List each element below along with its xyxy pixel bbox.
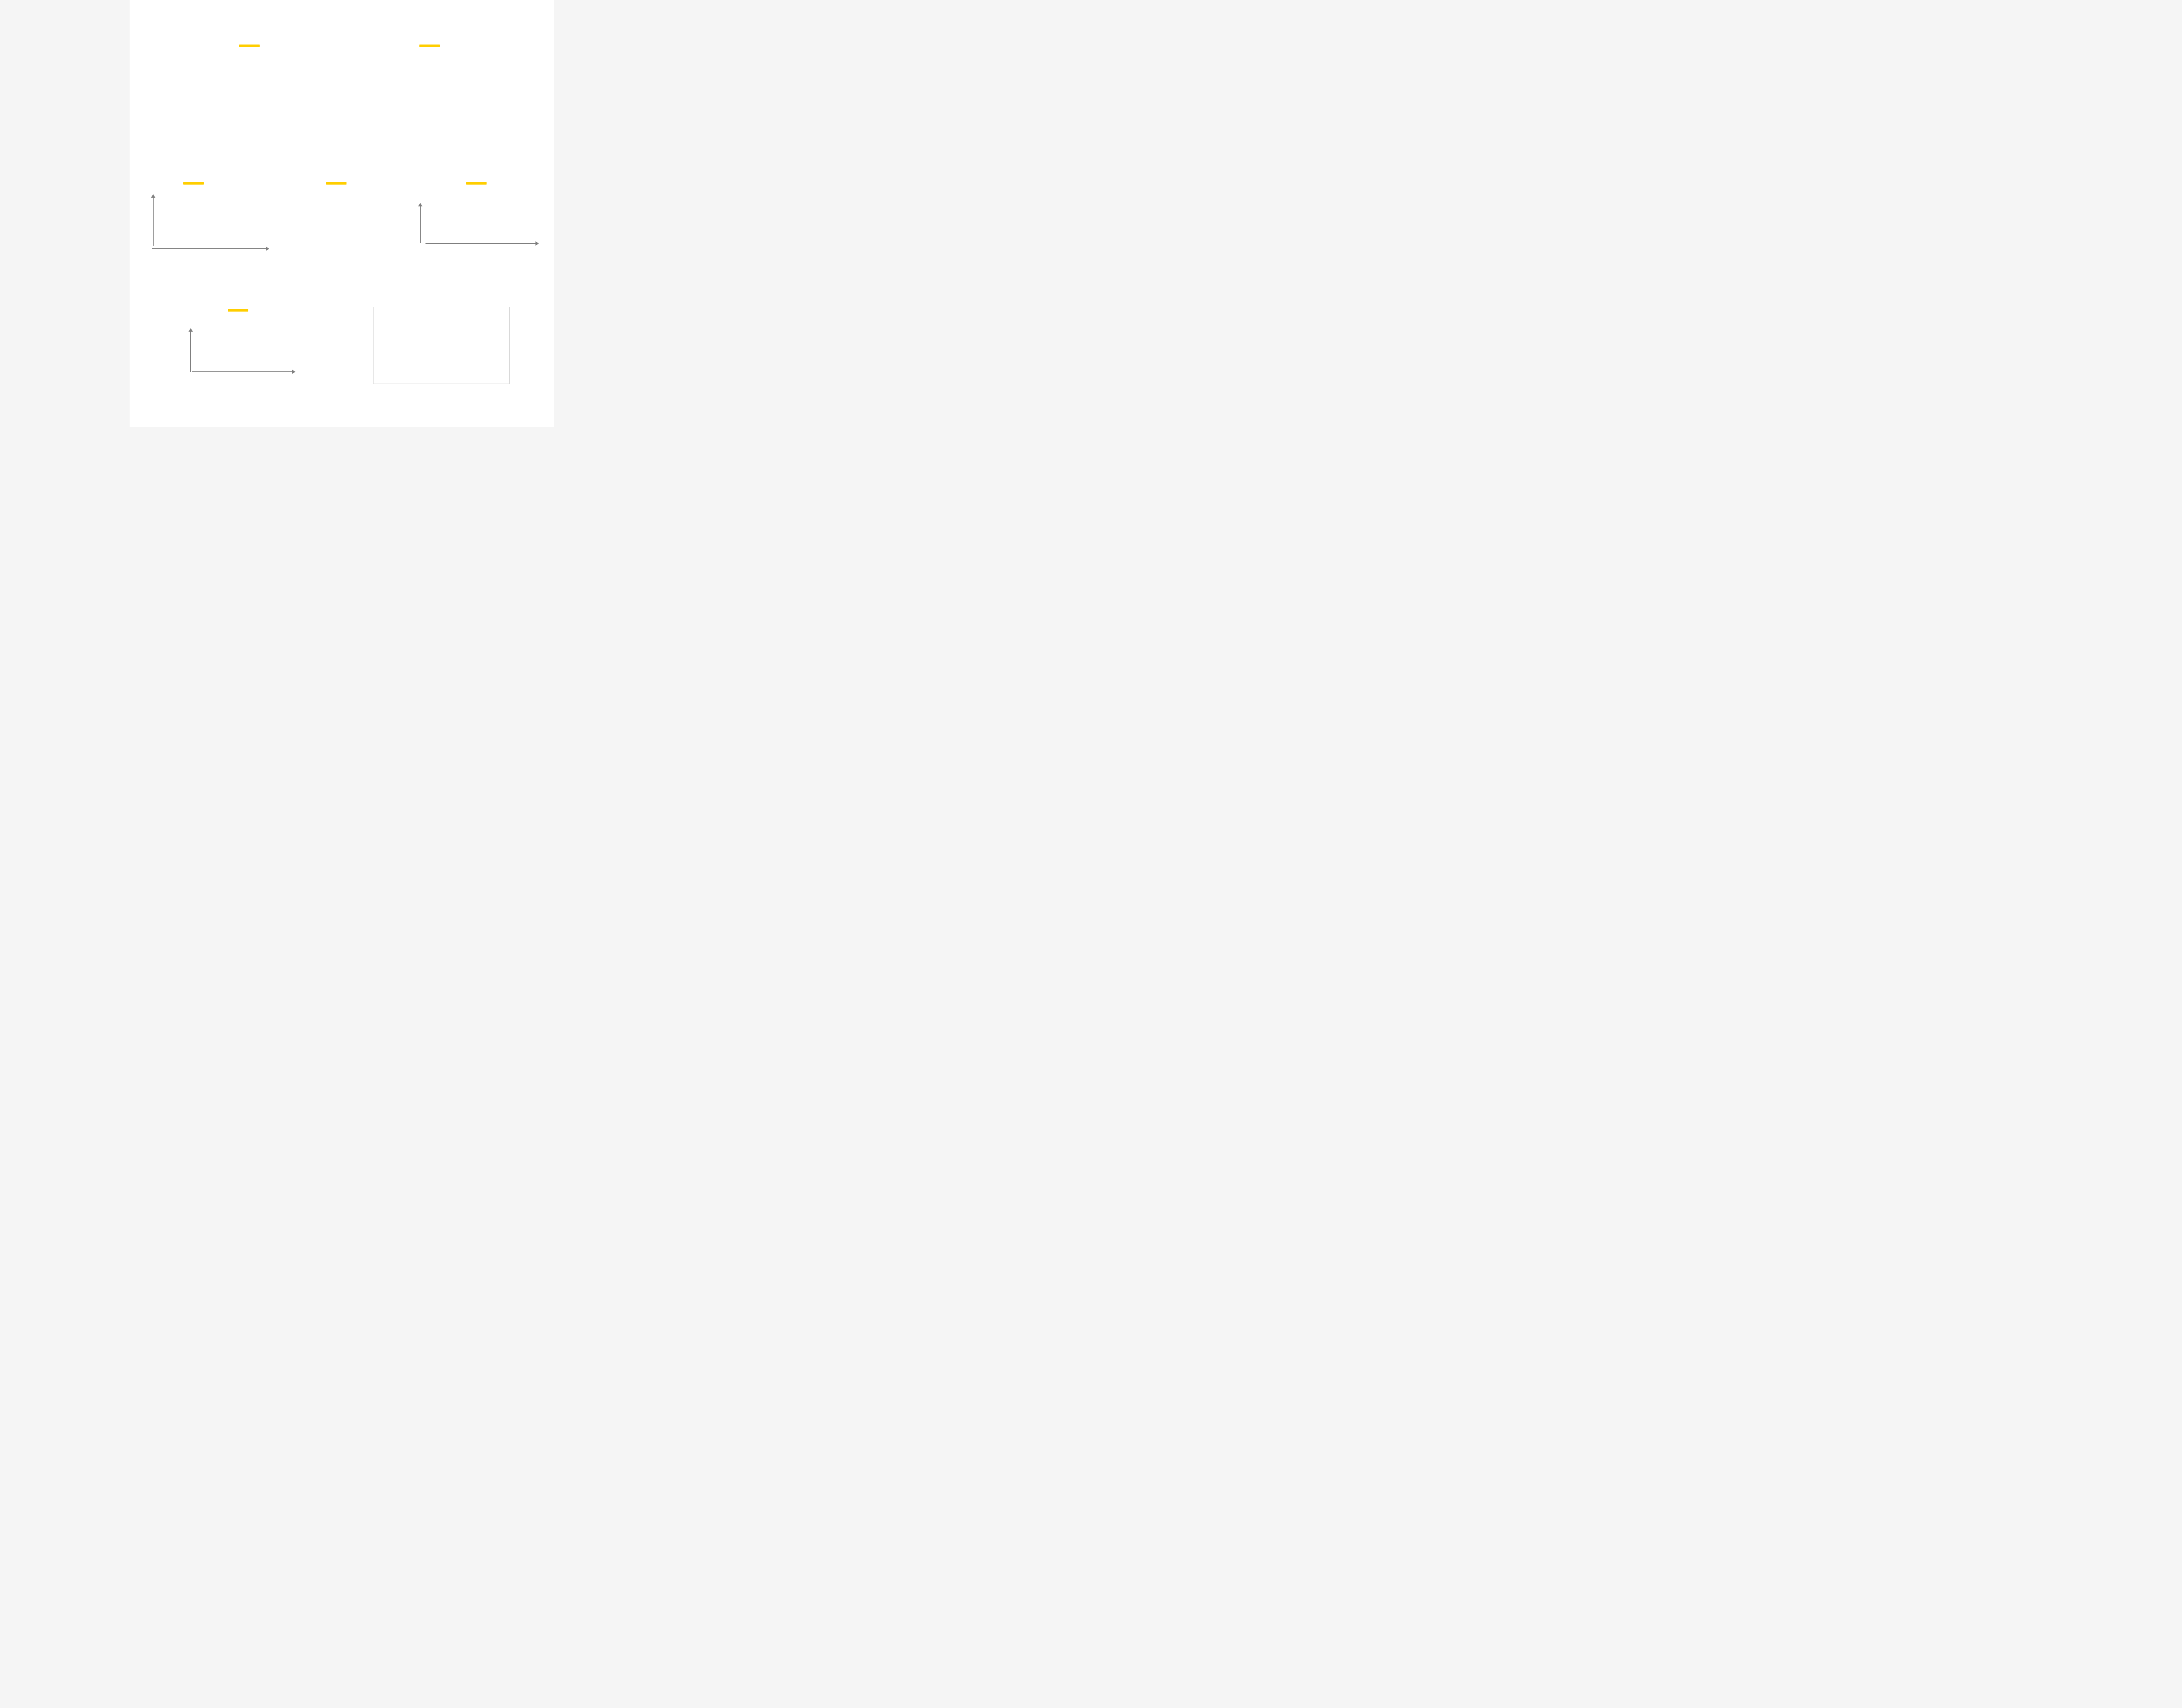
chart3-title-underline [183, 182, 204, 185]
chart5-x-axis [425, 243, 536, 244]
chart6-y-axis-arrow [189, 328, 193, 332]
chart4-title-underline [326, 182, 347, 185]
section-registration [147, 168, 278, 273]
chart3-x-axis-arrow [266, 247, 269, 251]
chart6-title-underline [228, 309, 248, 312]
chart7-panel [373, 307, 510, 384]
chart5-y-axis [420, 206, 421, 243]
chart6-x-axis-arrow [292, 370, 295, 374]
section-fsmp-market [180, 292, 319, 401]
infographic-page [0, 0, 683, 427]
chart1-title-underline [239, 45, 260, 47]
chart6-x-axis [192, 371, 292, 372]
chart3-x-axis [152, 248, 266, 249]
chart3-y-axis [153, 197, 154, 246]
infographic-canvas [130, 0, 554, 427]
section-enterprises [282, 168, 409, 273]
section-market-expansion [336, 26, 530, 146]
section-market-size [175, 26, 324, 146]
section-infant-formula [365, 292, 538, 401]
chart5-title-underline [466, 182, 487, 185]
chart2-title-underline [419, 45, 440, 47]
chart5-x-axis-arrow [535, 241, 539, 246]
chart1-donut [263, 68, 305, 110]
chart6-y-axis [190, 331, 191, 372]
chart5-y-axis-arrow [418, 203, 422, 206]
section-import-export [409, 168, 544, 273]
chart3-y-axis-arrow [151, 194, 155, 198]
